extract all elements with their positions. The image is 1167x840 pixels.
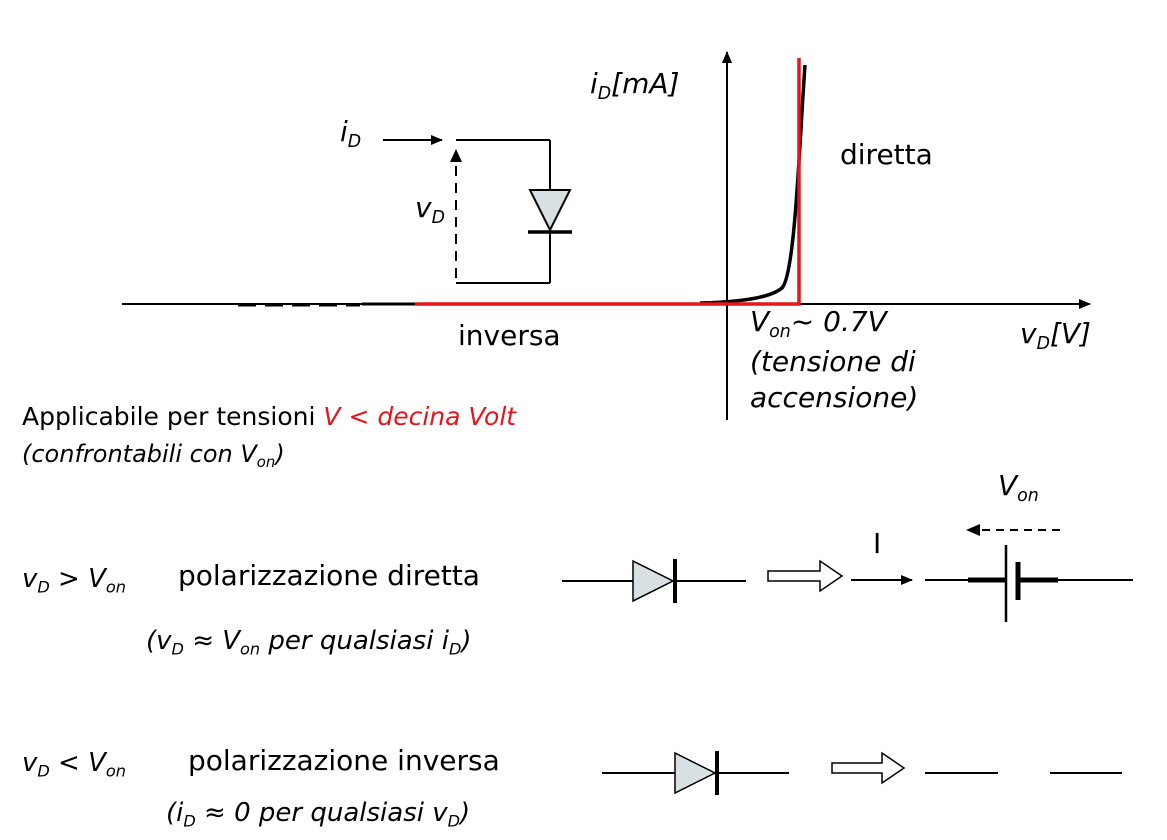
forward-label: polarizzazione diretta — [178, 559, 480, 592]
rev-equivalence-arrow — [831, 751, 906, 785]
forward-note: (vD ≈ Von per qualsiasi iD) — [146, 626, 472, 659]
applicability-condition: V < decina Volt — [323, 402, 517, 431]
inset-current-label: iD — [340, 115, 362, 153]
inset-voltage-label: vD — [415, 191, 445, 229]
forward-source-label: Von — [998, 469, 1039, 507]
forward-condition: vD > Von — [22, 564, 126, 597]
applicability-line2: (confrontabili con Von) — [22, 440, 285, 472]
fwd-diode-symbol — [632, 559, 675, 603]
reverse-condition: vD < Von — [22, 748, 126, 781]
forward-region-label: diretta — [840, 138, 933, 171]
fwd-equivalence-arrow — [767, 559, 844, 593]
x-axis-label: vD[V] — [1020, 317, 1091, 355]
ideal-diode-curve — [415, 58, 801, 306]
forward-current-label: I — [873, 527, 882, 560]
applicability-line1: Applicabile per tensioni V < decina Volt — [22, 402, 517, 431]
y-axis-label: iD[mA] — [590, 67, 680, 105]
reverse-region-label: inversa — [458, 319, 561, 352]
real-diode-curve — [699, 64, 807, 305]
von-note-line1: (tensione di — [750, 345, 916, 378]
rev-diode-symbol — [674, 751, 717, 795]
von-value-label: Von~ 0.7V — [750, 305, 887, 343]
inset-diode-symbol — [528, 189, 572, 233]
reverse-label: polarizzazione inversa — [188, 744, 500, 777]
reverse-note: (iD ≈ 0 per qualsiasi vD) — [166, 798, 471, 831]
von-note-line2: accensione) — [750, 381, 919, 414]
